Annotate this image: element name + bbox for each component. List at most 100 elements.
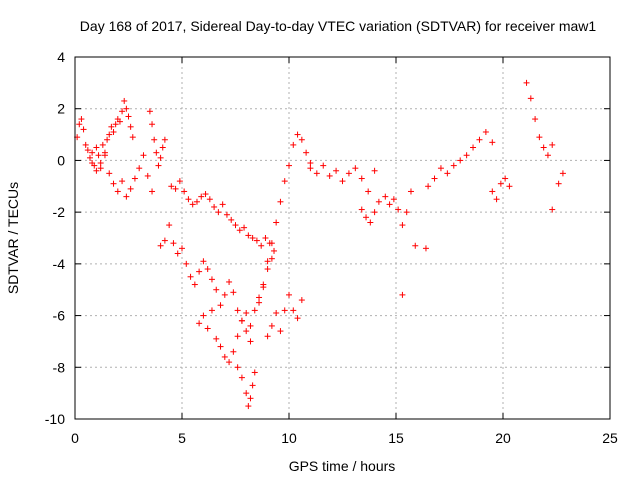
data-point — [238, 317, 245, 324]
data-point — [191, 281, 198, 288]
data-point — [200, 258, 207, 265]
data-point — [298, 297, 305, 304]
series-arc-h — [256, 131, 314, 306]
data-point — [123, 105, 130, 112]
data-point — [153, 149, 160, 156]
series-arc-e — [168, 178, 278, 254]
plot-frame — [74, 56, 611, 420]
data-point — [78, 116, 85, 123]
data-point — [223, 211, 230, 218]
data-point — [234, 333, 241, 340]
data-point — [549, 141, 556, 148]
data-point — [97, 165, 104, 172]
data-point — [444, 170, 451, 177]
data-point — [119, 108, 126, 115]
data-point — [245, 403, 252, 410]
y-tick-label: 4 — [57, 49, 65, 65]
data-point — [93, 167, 100, 174]
data-point — [238, 374, 245, 381]
data-point — [290, 141, 297, 148]
data-point — [110, 128, 117, 135]
series-arc-d — [157, 222, 275, 329]
series-arc-j — [307, 162, 378, 195]
data-point — [226, 359, 233, 366]
data-point — [502, 175, 509, 182]
data-point — [247, 338, 254, 345]
data-point — [204, 325, 211, 332]
x-tick-label: 10 — [281, 430, 297, 446]
data-point — [489, 188, 496, 195]
data-point — [307, 165, 314, 172]
data-point — [234, 307, 241, 314]
data-point — [256, 294, 263, 301]
data-point — [219, 201, 226, 208]
data-point — [365, 188, 372, 195]
data-point — [121, 97, 128, 104]
series-arc-g — [234, 364, 258, 410]
data-point — [268, 322, 275, 329]
data-point — [119, 178, 126, 185]
data-point — [247, 322, 254, 329]
data-point — [470, 144, 477, 151]
data-point — [457, 157, 464, 164]
data-point — [213, 286, 220, 293]
data-point — [232, 222, 239, 229]
data-point — [544, 152, 551, 159]
data-point — [382, 193, 389, 200]
data-point — [106, 131, 113, 138]
data-point — [174, 250, 181, 257]
data-point — [127, 123, 134, 130]
data-point — [89, 149, 96, 156]
data-point — [97, 160, 104, 167]
data-point — [273, 219, 280, 226]
data-point — [536, 134, 543, 141]
x-tick-label: 5 — [178, 430, 186, 446]
data-point — [168, 183, 175, 190]
data-point — [76, 121, 83, 128]
data-point — [127, 185, 134, 192]
data-point — [236, 227, 243, 234]
data-point — [549, 206, 556, 213]
data-point — [313, 170, 320, 177]
data-point — [104, 136, 111, 143]
data-point — [277, 198, 284, 205]
data-point — [226, 278, 233, 285]
data-point — [286, 162, 292, 169]
y-tick-label: 0 — [57, 152, 65, 168]
data-point — [172, 185, 179, 192]
data-point — [271, 247, 278, 254]
x-axis-label: GPS time / hours — [289, 458, 396, 474]
data-point — [161, 237, 168, 244]
data-point — [294, 131, 301, 138]
data-point — [129, 134, 136, 141]
data-point — [170, 240, 177, 247]
data-point — [298, 136, 305, 143]
data-point — [412, 242, 419, 249]
data-point — [200, 312, 207, 319]
data-point — [157, 242, 164, 249]
data-point — [249, 235, 256, 241]
data-point — [532, 116, 539, 123]
data-point — [221, 291, 228, 298]
chart-title: Day 168 of 2017, Sidereal Day-to-day VTE… — [80, 18, 597, 34]
data-point — [345, 170, 352, 177]
data-point — [208, 307, 215, 314]
data-point — [555, 180, 562, 187]
data-point — [101, 152, 108, 159]
data-point — [399, 291, 406, 298]
series-arc-k — [358, 198, 382, 226]
x-tick-label: 15 — [388, 430, 404, 446]
data-point — [371, 209, 378, 216]
data-point — [89, 160, 96, 167]
data-point — [157, 154, 164, 161]
data-point — [247, 395, 254, 402]
data-point — [84, 147, 91, 154]
data-point — [251, 307, 258, 314]
data-point — [333, 167, 340, 174]
data-point — [281, 307, 288, 314]
data-point — [264, 333, 271, 340]
y-tick-label: -8 — [53, 359, 66, 375]
data-point — [403, 209, 410, 216]
data-point — [215, 209, 222, 216]
data-point — [206, 196, 213, 203]
